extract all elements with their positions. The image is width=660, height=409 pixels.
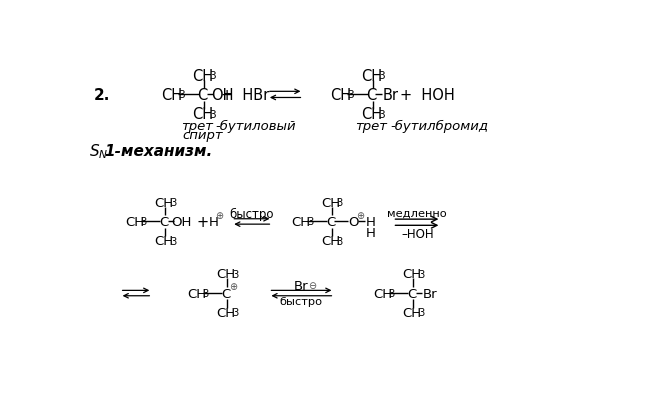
- Text: 3: 3: [210, 109, 216, 119]
- Text: OH: OH: [172, 216, 192, 228]
- Text: +  HBr: + HBr: [221, 88, 269, 103]
- Text: 3: 3: [232, 269, 238, 279]
- Text: 3: 3: [348, 90, 354, 100]
- Text: C: C: [221, 287, 230, 300]
- Text: CH: CH: [161, 88, 182, 103]
- Text: CH: CH: [292, 216, 311, 228]
- Text: CH: CH: [192, 68, 213, 83]
- Text: 3: 3: [389, 288, 395, 298]
- Text: 2.: 2.: [93, 88, 110, 103]
- Text: $S_N$: $S_N$: [88, 142, 108, 161]
- Text: 3: 3: [232, 308, 238, 317]
- Text: OH: OH: [211, 88, 234, 103]
- Text: трет: трет: [356, 119, 387, 133]
- Text: CH: CH: [403, 267, 422, 281]
- Text: быстро: быстро: [229, 208, 274, 221]
- Text: C: C: [366, 88, 377, 103]
- Text: H: H: [366, 216, 376, 228]
- Text: O: O: [348, 216, 359, 228]
- Text: 3: 3: [179, 90, 185, 100]
- Text: Br: Br: [294, 279, 308, 292]
- Text: спирт: спирт: [182, 128, 223, 142]
- Text: 3: 3: [170, 236, 176, 246]
- Text: H: H: [209, 216, 218, 228]
- Text: C: C: [159, 216, 168, 228]
- Text: Br: Br: [422, 287, 437, 300]
- Text: CH: CH: [403, 306, 422, 319]
- Text: ⊕: ⊕: [356, 211, 364, 221]
- Text: 1-механизм.: 1-механизм.: [104, 144, 213, 159]
- Text: 3: 3: [141, 217, 147, 227]
- Text: CH: CH: [216, 267, 236, 281]
- Text: -бутиловый: -бутиловый: [216, 119, 296, 133]
- Text: CH: CH: [373, 287, 392, 300]
- Text: –HOH: –HOH: [401, 228, 434, 240]
- Text: Br: Br: [382, 88, 398, 103]
- Text: CH: CH: [361, 68, 382, 83]
- Text: C: C: [197, 88, 208, 103]
- Text: 3: 3: [379, 109, 385, 119]
- Text: 3: 3: [418, 269, 424, 279]
- Text: -бутилбромид: -бутилбромид: [390, 119, 488, 133]
- Text: CH: CH: [154, 196, 174, 209]
- Text: 3: 3: [308, 217, 313, 227]
- Text: CH: CH: [192, 107, 213, 122]
- Text: ⊕: ⊕: [229, 281, 237, 292]
- Text: медленно: медленно: [387, 209, 447, 218]
- Text: +  HOH: + HOH: [400, 88, 455, 103]
- Text: CH: CH: [125, 216, 144, 228]
- Text: CH: CH: [330, 88, 351, 103]
- Text: 3: 3: [379, 71, 385, 81]
- Text: C: C: [326, 216, 335, 228]
- Text: H: H: [366, 226, 376, 239]
- Text: ⊕: ⊕: [216, 211, 224, 221]
- Text: CH: CH: [321, 196, 340, 209]
- Text: 3: 3: [210, 71, 216, 81]
- Text: CH: CH: [216, 306, 236, 319]
- Text: CH: CH: [154, 235, 174, 247]
- Text: ⊖: ⊖: [308, 281, 316, 291]
- Text: быстро: быстро: [279, 296, 323, 306]
- Text: C: C: [407, 287, 416, 300]
- Text: CH: CH: [321, 235, 340, 247]
- Text: трет: трет: [182, 119, 213, 133]
- Text: +: +: [197, 214, 209, 229]
- Text: 3: 3: [203, 288, 209, 298]
- Text: 3: 3: [170, 198, 176, 208]
- Text: 3: 3: [337, 236, 343, 246]
- Text: CH: CH: [361, 107, 382, 122]
- Text: 3: 3: [418, 308, 424, 317]
- Text: CH: CH: [187, 287, 206, 300]
- Text: 3: 3: [337, 198, 343, 208]
